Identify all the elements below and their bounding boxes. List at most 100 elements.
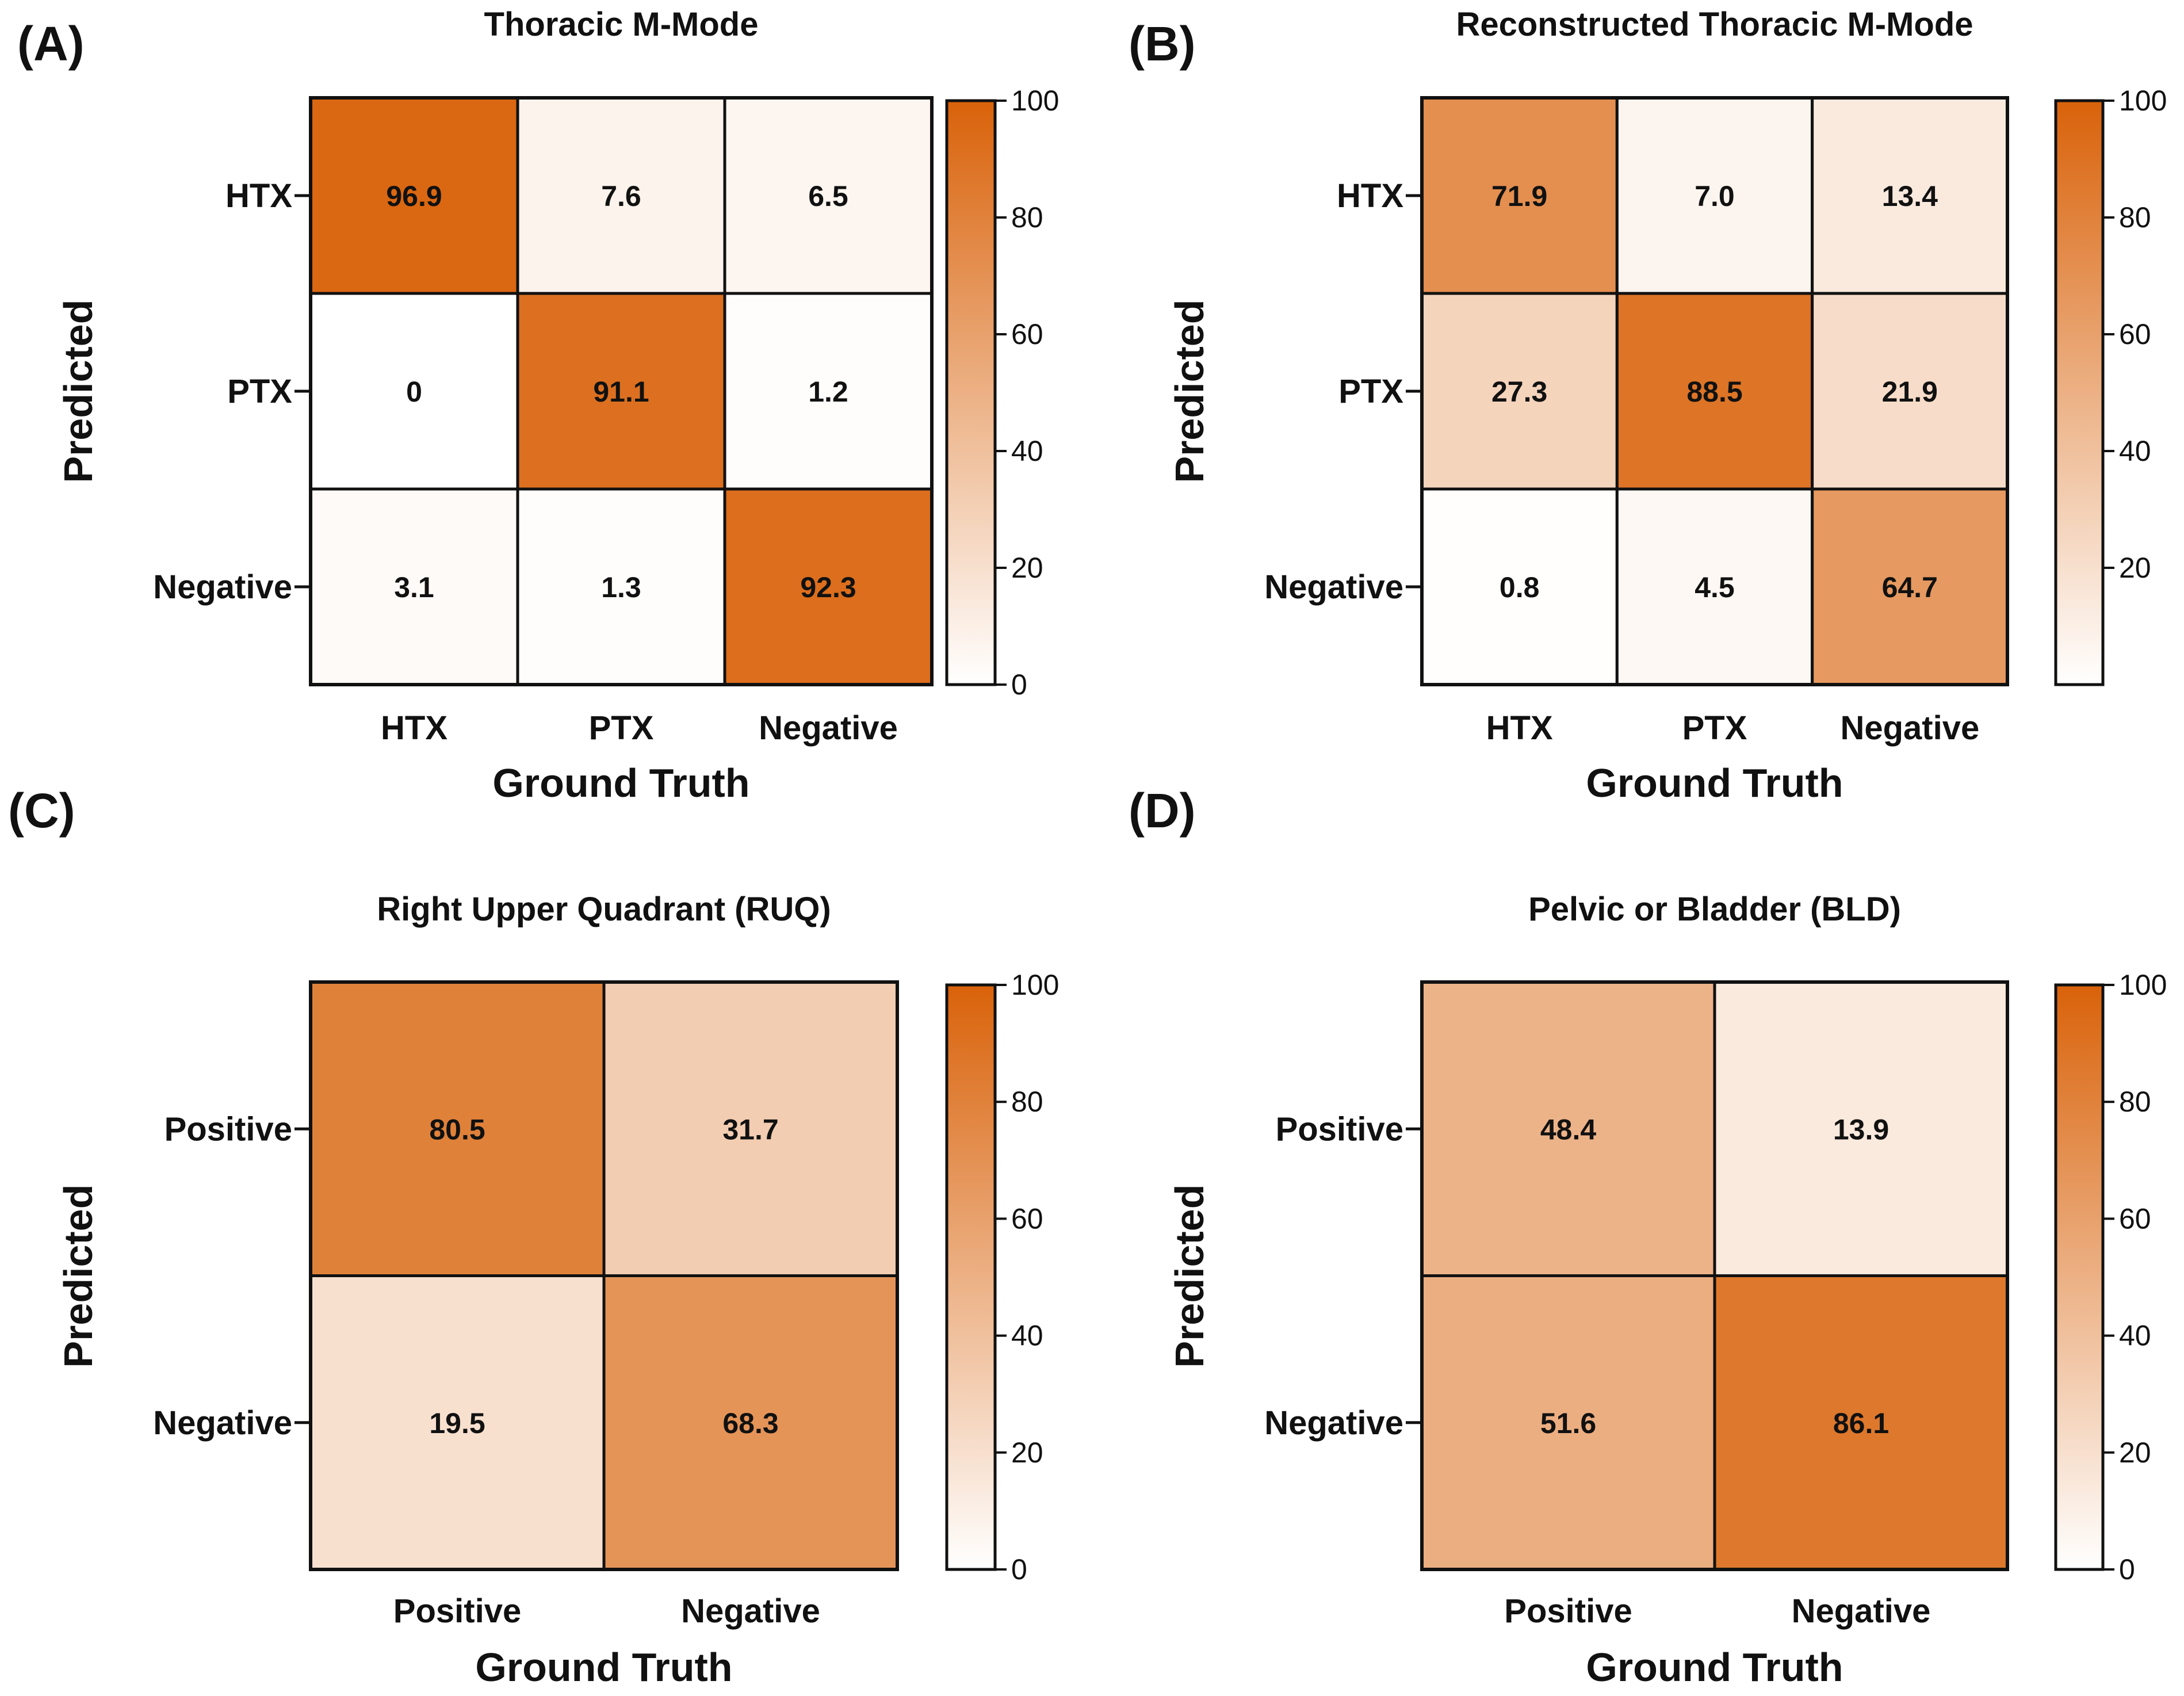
colorbar-tick-label: 60	[1011, 318, 1043, 350]
colorbar	[945, 983, 997, 1571]
chart-title: Right Upper Quadrant (RUQ)	[377, 891, 831, 928]
cell-value-label: 71.9	[1491, 180, 1547, 212]
cell-value-label: 4.5	[1695, 571, 1735, 603]
heatmap-cell	[1615, 96, 1814, 295]
colorbar-tick-label: 40	[2119, 435, 2151, 467]
heatmap-cell	[309, 980, 606, 1277]
y-axis-title: Predicted	[1167, 1185, 1212, 1368]
x-tick-label: Negative	[1792, 1592, 1931, 1630]
cell-value-label: 0	[406, 376, 422, 408]
panel-label: (C)	[8, 784, 75, 838]
heatmap-cell	[602, 1274, 899, 1571]
y-tick-label: Negative	[1264, 1404, 1403, 1442]
heatmap-cell	[1811, 96, 2009, 295]
x-tick-label: Negative	[1840, 709, 1979, 747]
colorbar-tick-label: 80	[2119, 201, 2151, 234]
heatmap-cell	[309, 96, 519, 295]
cell-value-label: 80.5	[429, 1113, 485, 1145]
cell-value-label: 91.1	[593, 376, 649, 408]
x-tick-label: Positive	[1504, 1592, 1632, 1630]
heatmap-cell	[602, 980, 899, 1277]
panel-label: (A)	[17, 17, 85, 71]
x-tick-label: PTX	[589, 709, 654, 747]
cell-value-label: 68.3	[722, 1407, 778, 1439]
panel-label: (B)	[1129, 17, 1196, 71]
cell-value-label: 92.3	[800, 571, 856, 603]
y-axis-title: Predicted	[1167, 300, 1212, 483]
x-axis-title: Ground Truth	[492, 761, 749, 805]
colorbar-tick-label: 60	[1011, 1202, 1043, 1235]
cell-value-label: 21.9	[1882, 376, 1938, 408]
colorbar	[2054, 99, 2105, 686]
y-tick-label: Positive	[1276, 1110, 1403, 1148]
cell-value-label: 19.5	[429, 1407, 485, 1439]
chart-title: Thoracic M-Mode	[484, 6, 759, 43]
y-tick-label: PTX	[1338, 373, 1403, 410]
heatmap-cell	[516, 487, 726, 686]
colorbar-tick-label: 40	[1011, 1320, 1043, 1352]
cell-value-label: 1.3	[601, 571, 641, 603]
cell-value-label: 3.1	[394, 571, 434, 603]
colorbar-tick-label: 100	[1011, 85, 1059, 117]
heatmap-cell	[1420, 292, 1619, 491]
cell-value-label: 13.4	[1882, 180, 1938, 212]
heatmap-cell	[1420, 96, 1619, 295]
x-tick-label: Negative	[681, 1592, 820, 1630]
y-axis-title: Predicted	[56, 1185, 101, 1368]
heatmap-panel-b: (B) Reconstructed Thoracic M-Mode 71.9 7.0 1…	[1129, 6, 2167, 805]
colorbar-tick-label: 80	[1011, 1086, 1043, 1118]
colorbar-tick-label: 0	[2119, 1553, 2135, 1586]
y-tick-label: Positive	[165, 1110, 292, 1148]
cell-value-label: 1.2	[808, 376, 848, 408]
colorbar-tick-label: 20	[1011, 552, 1043, 584]
heatmap-cell	[309, 292, 519, 491]
cell-value-label: 7.6	[601, 180, 641, 212]
colorbar-tick-label: 40	[1011, 435, 1043, 467]
heatmap-cell	[1420, 1274, 1716, 1571]
y-tick-label: HTX	[1337, 177, 1403, 215]
x-axis-title: Ground Truth	[475, 1645, 732, 1690]
colorbar-tick-label: 20	[1011, 1437, 1043, 1469]
colorbar	[2054, 983, 2105, 1571]
cell-value-label: 27.3	[1491, 376, 1547, 408]
x-axis-title: Ground Truth	[1586, 761, 1843, 805]
heatmap-panel-a: (A) Thoracic M-Mode 96.9 7.6 6.5 0 91.1 1.2 3.1 1…	[17, 6, 1059, 805]
heatmap-panel-d: (D) Pelvic or Bladder (BLD) 48.4 13.9 51.6 86…	[1129, 784, 2167, 1690]
colorbar-tick-label: 20	[2119, 552, 2151, 584]
colorbar-tick-label: 100	[1011, 969, 1059, 1001]
colorbar-tick-label: 80	[2119, 1086, 2151, 1118]
x-tick-label: Positive	[393, 1592, 521, 1630]
colorbar-tick-label: 80	[1011, 201, 1043, 234]
y-axis-title: Predicted	[56, 300, 101, 483]
heatmap-border	[309, 980, 899, 1571]
y-tick-label: Negative	[153, 1404, 292, 1442]
cell-value-label: 86.1	[1833, 1407, 1889, 1439]
chart-title: Reconstructed Thoracic M-Mode	[1456, 6, 1973, 43]
x-tick-label: Negative	[759, 709, 898, 747]
y-tick-label: Negative	[153, 568, 292, 606]
colorbar-tick-label: 60	[2119, 318, 2151, 350]
cell-value-label: 51.6	[1540, 1407, 1596, 1439]
cell-value-label: 7.0	[1695, 180, 1735, 212]
x-tick-label: HTX	[381, 709, 447, 747]
heatmap-cell	[516, 96, 726, 295]
x-axis-title: Ground Truth	[1586, 1645, 1843, 1690]
heatmap-cell	[1420, 980, 1716, 1277]
cell-value-label: 0.8	[1500, 571, 1540, 603]
cell-value-label: 31.7	[722, 1113, 778, 1145]
x-tick-label: PTX	[1682, 709, 1747, 747]
x-tick-label: HTX	[1486, 709, 1553, 747]
colorbar-tick-label: 100	[2119, 85, 2167, 117]
cell-value-label: 13.9	[1833, 1113, 1889, 1145]
y-tick-label: Negative	[1264, 568, 1403, 606]
heatmap-panel-c: (C) Right Upper Quadrant (RUQ) 80.5 31.7 19.…	[8, 784, 1059, 1690]
colorbar-tick-label: 20	[2119, 1437, 2151, 1469]
cell-value-label: 48.4	[1540, 1113, 1597, 1145]
colorbar	[945, 99, 997, 686]
heatmap-cell	[1420, 487, 1619, 686]
chart-title: Pelvic or Bladder (BLD)	[1528, 891, 1901, 928]
cell-value-label: 6.5	[808, 180, 848, 212]
cell-value-label: 96.9	[386, 180, 442, 212]
colorbar-tick-label: 100	[2119, 969, 2167, 1001]
